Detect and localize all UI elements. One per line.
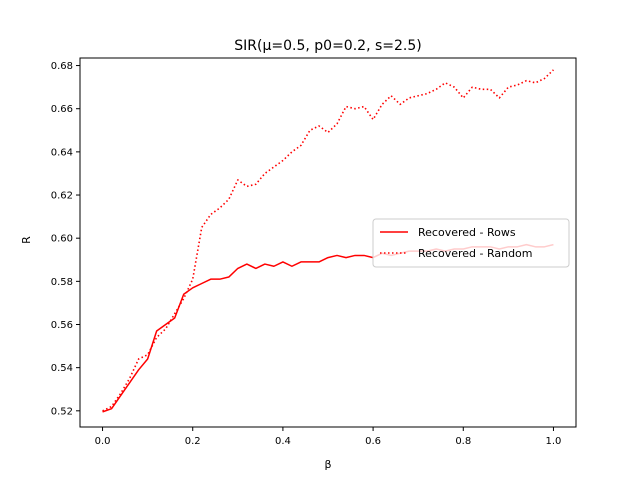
axes-frame: [79, 57, 577, 428]
x-tick-label: 0.6: [365, 436, 381, 447]
legend: Recovered - Rows Recovered - Random: [372, 218, 570, 268]
y-tick-label: 0.52: [51, 406, 73, 417]
y-tick-label: 0.62: [51, 191, 73, 202]
y-tick-label: 0.68: [51, 61, 73, 72]
chart-title: SIR(μ=0.5, p0=0.2, s=2.5): [234, 38, 421, 54]
y-tick-label: 0.60: [51, 234, 73, 245]
y-tick-label: 0.64: [51, 147, 73, 158]
legend-label-recovered-random: Recovered - Random: [418, 247, 533, 260]
x-tick-label: 0.0: [95, 436, 111, 447]
x-tick-label: 0.2: [185, 436, 201, 447]
x-axis-label: β: [324, 458, 331, 471]
y-tick-label: 0.56: [51, 320, 73, 331]
legend-label-recovered-rows: Recovered - Rows: [418, 226, 516, 239]
y-axis-label: R: [20, 236, 33, 244]
x-tick-label: 0.8: [455, 436, 471, 447]
y-tick-label: 0.54: [51, 363, 73, 374]
x-tick-label: 1.0: [546, 436, 562, 447]
legend-box: [372, 218, 570, 268]
y-tick-label: 0.58: [51, 277, 73, 288]
x-tick-label: 0.4: [275, 436, 291, 447]
y-tick-label: 0.66: [51, 104, 73, 115]
